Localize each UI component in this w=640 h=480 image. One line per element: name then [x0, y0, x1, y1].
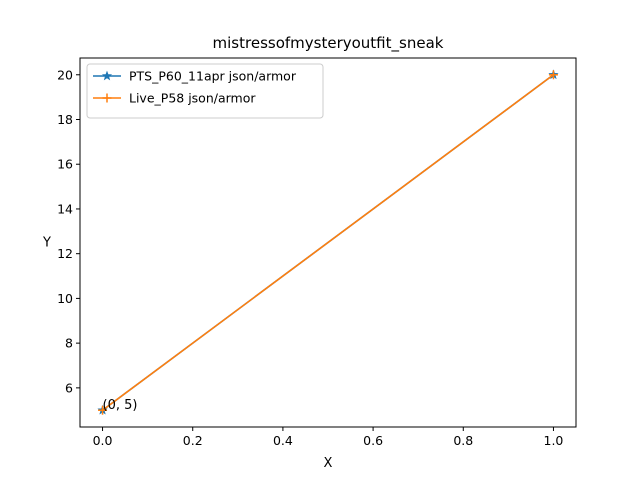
- x-tick-label: 0.4: [273, 433, 293, 448]
- point-annotation: (0, 5): [103, 398, 138, 413]
- x-axis: 0.0 0.2 0.4 0.6 0.8 1.0: [93, 427, 564, 448]
- y-axis: 6 8 10 12 14 16 18 20: [57, 67, 80, 395]
- x-tick-label: 0.0: [93, 433, 113, 448]
- series-line-2: [102, 74, 554, 411]
- series-2-point: [98, 405, 108, 415]
- x-axis-label: X: [324, 456, 333, 471]
- series-layer: [97, 69, 559, 415]
- x-tick-label: 0.2: [183, 433, 203, 448]
- annotation-layer: (0, 5): [103, 398, 138, 413]
- y-tick-label: 12: [57, 246, 73, 261]
- y-tick-label: 18: [57, 112, 73, 127]
- legend-label: PTS_P60_11apr json/armor: [129, 69, 297, 84]
- legend-label: Live_P58 json/armor: [129, 91, 256, 106]
- y-tick-label: 8: [65, 336, 73, 351]
- y-tick-label: 6: [65, 380, 73, 395]
- legend-marker: [101, 70, 113, 81]
- y-tick-label: 16: [57, 157, 73, 172]
- series-2-point: [548, 70, 558, 80]
- legend-item: PTS_P60_11apr json/armor: [93, 69, 297, 84]
- x-tick-label: 0.6: [363, 433, 383, 448]
- y-tick-label: 10: [57, 291, 73, 306]
- x-tick-label: 1.0: [544, 433, 564, 448]
- legend-box: [86, 63, 324, 119]
- legend-item: Live_P58 json/armor: [93, 91, 256, 106]
- plot-area-frame: [79, 57, 577, 428]
- y-axis-label: Y: [42, 236, 51, 251]
- legend: PTS_P60_11apr json/armor Live_P58 json/ar…: [86, 63, 324, 119]
- x-tick-label: 0.8: [453, 433, 473, 448]
- y-tick-label: 14: [57, 201, 73, 216]
- legend-marker: [102, 93, 112, 103]
- y-tick-label: 20: [57, 67, 73, 82]
- chart-title: mistressofmysteryoutfit_sneak: [213, 34, 444, 53]
